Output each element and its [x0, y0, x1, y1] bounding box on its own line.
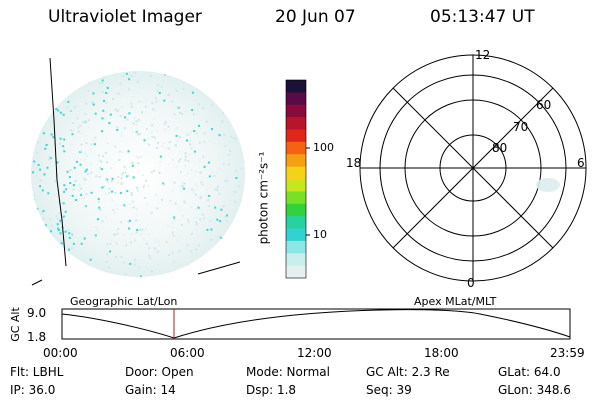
colorbar-segment: [286, 166, 306, 180]
status-dsp: Dsp: 1.8: [246, 383, 297, 397]
colorbar-segment: [286, 265, 306, 279]
altitude-curve: [61, 309, 571, 339]
time-tick-2: 12:00: [297, 346, 332, 360]
geographic-coord-label: Geographic Lat/Lon: [70, 295, 178, 308]
colorbar-segment: [286, 117, 306, 130]
mlt-label-6: 6: [577, 156, 585, 170]
colorbar-segment: [286, 141, 306, 155]
colorbar-segment: [286, 179, 306, 192]
mlt-label-12: 12: [475, 48, 491, 62]
mlt-label-0: 0: [467, 276, 475, 290]
mlat-label-60: 60: [536, 98, 552, 112]
polar-emission-patch: [536, 178, 560, 192]
time-label: 05:13:47 UT: [430, 7, 535, 27]
date-label: 20 Jun 07: [275, 7, 356, 27]
colorbar-scale: [286, 80, 306, 279]
colorbar-segment: [286, 104, 306, 118]
mlat-label-70: 70: [513, 120, 529, 134]
time-tick-4: 23:59: [550, 346, 585, 360]
gc-alt-max-label: 9.0: [27, 306, 47, 320]
terminator-line: [49, 57, 67, 267]
colorbar-segment: [286, 253, 306, 267]
emission-speckle: [32, 71, 245, 277]
apex-coord-label: Apex MLat/MLT: [414, 295, 497, 308]
colorbar-segment: [286, 129, 306, 143]
status-mode: Mode: Normal: [246, 365, 330, 379]
colorbar-segment: [286, 191, 306, 205]
status-glon: GLon: 348.6: [498, 383, 571, 397]
mlat-label-80: 80: [492, 141, 508, 155]
earth-disk: [31, 71, 245, 277]
status-filter: Flt: LBHL: [10, 365, 64, 379]
gc-alt-min-label: 1.8: [27, 330, 47, 344]
colorbar-segment: [286, 80, 306, 93]
colorbar-tick-label-10: 10: [313, 228, 327, 241]
colorbar-segment: [286, 216, 306, 229]
colorbar-segment: [286, 240, 306, 254]
colorbar-segment: [286, 154, 306, 168]
colorbar-tick-label-100: 100: [313, 141, 334, 154]
mlt-label-18: 18: [346, 156, 362, 170]
colorbar-segment: [286, 92, 306, 106]
status-gain: Gain: 14: [125, 383, 176, 397]
limb-mark-lower-left: [31, 279, 43, 286]
status-door: Door: Open: [125, 365, 194, 379]
status-seq: Seq: 39: [366, 383, 412, 397]
status-ip: IP: 36.0: [10, 383, 56, 397]
colorbar-segment: [286, 228, 306, 242]
time-tick-3: 18:00: [424, 346, 459, 360]
status-gc-alt: GC Alt: 2.3 Re: [366, 365, 450, 379]
time-tick-1: 06:00: [170, 346, 205, 360]
limb-mark-lower-right: [197, 261, 241, 275]
status-glat: GLat: 64.0: [498, 365, 561, 379]
time-tick-0: 00:00: [43, 346, 78, 360]
instrument-title: Ultraviolet Imager: [48, 7, 202, 27]
colorbar-segment: [286, 203, 306, 217]
